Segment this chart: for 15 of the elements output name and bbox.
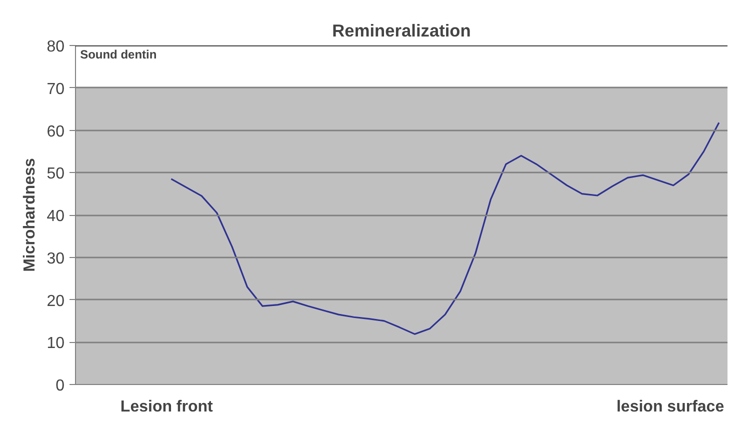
- y-axis-title: Microhardness: [22, 158, 39, 272]
- text: Lesion front: [120, 398, 214, 416]
- y-tick-label: 50: [46, 166, 65, 183]
- y-tick-label: 20: [46, 292, 65, 310]
- y-tick-label: 0: [56, 378, 65, 394]
- y-tick-label: 60: [46, 123, 65, 140]
- y-tick-label: 80: [46, 38, 65, 56]
- line-series: [170, 122, 720, 335]
- ref-line-label: Sound dentin: [80, 48, 157, 62]
- y-tick-label: 40: [46, 208, 65, 225]
- text: lesion surface: [616, 398, 724, 416]
- y-tick-label: 30: [46, 250, 65, 268]
- y-tick-label: 70: [46, 80, 65, 98]
- chart-title: Remineralization: [332, 20, 471, 40]
- y-tick-label: 10: [46, 335, 65, 352]
